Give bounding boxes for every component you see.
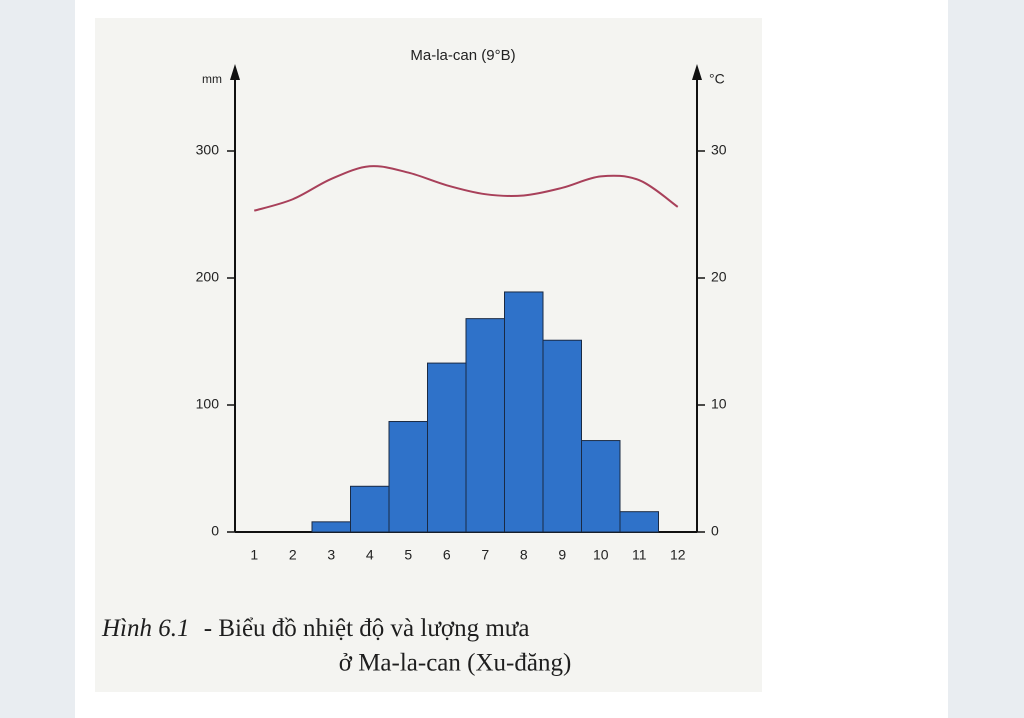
y2-tick-label: 30	[711, 142, 727, 158]
y-tick-label: 200	[196, 269, 220, 285]
chart-title: Ma-la-can (9°B)	[410, 47, 515, 64]
y2-axis-label: °C	[709, 71, 725, 87]
figure-background	[95, 18, 762, 692]
y2-axis-arrow	[692, 64, 702, 80]
caption-label: Hình 6.1	[101, 615, 190, 642]
bar	[311, 521, 351, 533]
x-tick-label: 7	[481, 547, 489, 563]
bar	[581, 440, 621, 533]
x-tick-label: 4	[366, 547, 374, 563]
x-tick-label: 5	[404, 547, 412, 563]
y-axis-label: mm	[202, 72, 222, 86]
x-tick-label: 12	[670, 547, 686, 563]
x-tick-label: 11	[632, 547, 647, 563]
x-tick-label: 3	[327, 547, 335, 563]
y-axis-arrow	[230, 64, 240, 80]
y-tick-label: 100	[196, 396, 220, 412]
y-tick-label: 0	[211, 523, 219, 539]
x-tick-label: 6	[443, 547, 451, 563]
temperature-line	[253, 165, 679, 212]
bar	[350, 485, 390, 533]
y2-tick-label: 10	[711, 396, 727, 412]
y2-tick-label: 20	[711, 269, 727, 285]
x-tick-label: 10	[593, 547, 609, 563]
y2-tick-label: 0	[711, 523, 719, 539]
caption-line: ở Ma-la-can (Xu-đăng)	[339, 650, 572, 677]
y-tick-label: 300	[196, 142, 220, 158]
caption-line: - Biểu đồ nhiệt độ và lượng mưa	[204, 615, 530, 642]
bar	[619, 511, 659, 533]
bar	[427, 362, 467, 533]
bar	[504, 291, 544, 533]
bar	[542, 339, 582, 533]
caption: Hình 6.1 - Biểu đồ nhiệt độ và lượng mưa	[101, 615, 529, 642]
x-tick-label: 2	[289, 547, 297, 563]
bar	[465, 318, 505, 533]
x-tick-label: 9	[558, 547, 566, 563]
x-tick-label: 8	[520, 547, 528, 563]
x-tick-label: 1	[250, 547, 258, 563]
bar	[388, 421, 428, 533]
